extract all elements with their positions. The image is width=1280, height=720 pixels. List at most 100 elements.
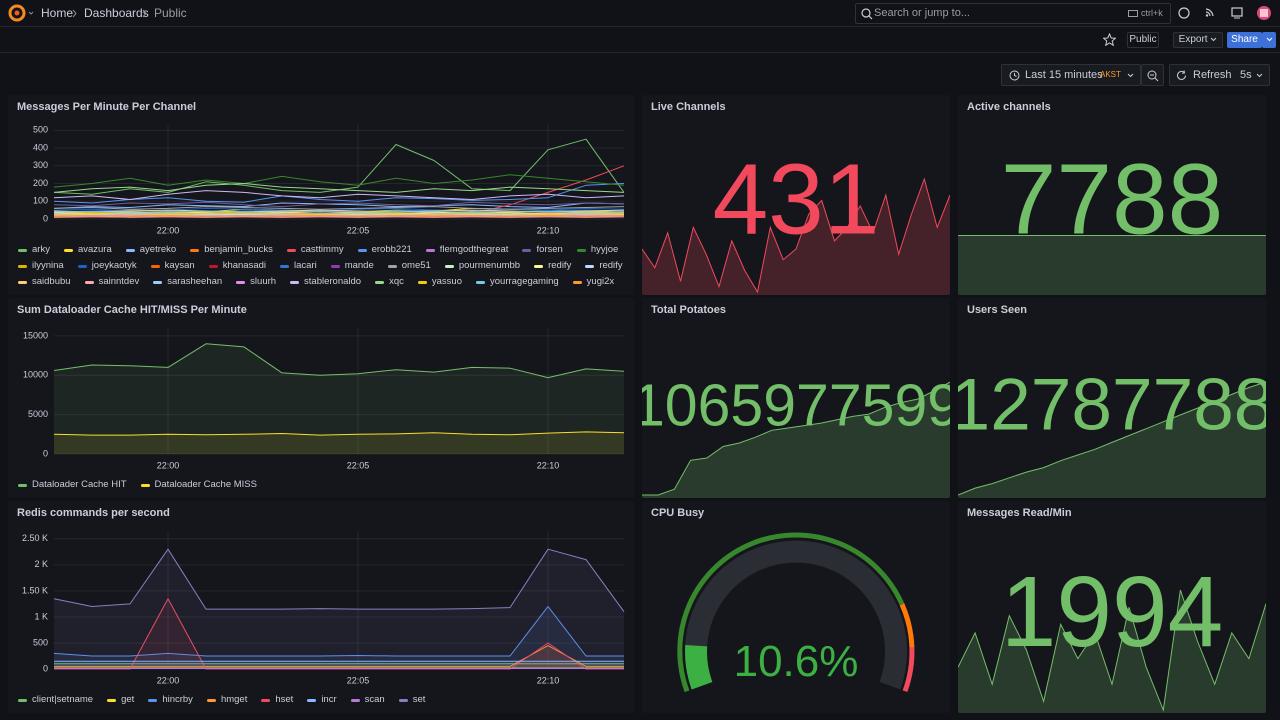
legend-item[interactable]: erobb221 [357, 243, 412, 257]
breadcrumb-dashboards[interactable]: Dashboards [84, 6, 149, 20]
legend-swatch [18, 280, 27, 284]
refresh-picker[interactable]: Refresh 5s [1169, 64, 1270, 86]
series-area [54, 606, 624, 669]
y-tick-label: 500 [33, 637, 48, 647]
y-tick-label: 2 K [34, 559, 48, 569]
legend-item[interactable]: get [107, 693, 134, 707]
legend-item[interactable]: avazura [63, 243, 112, 257]
legend-item[interactable]: hyyjoe [576, 243, 618, 257]
sparkline-area [958, 235, 1266, 295]
y-tick-label: 400 [33, 142, 48, 152]
legend-item[interactable]: pourmenumbb [444, 259, 521, 273]
legend-item[interactable]: Dataloader Cache MISS [140, 478, 257, 492]
legend-swatch [84, 280, 94, 284]
y-tick-label: 0 [43, 663, 48, 673]
legend-item[interactable]: xqc [375, 275, 404, 289]
x-tick-label: 22:00 [157, 675, 180, 685]
legend-item[interactable]: scan [350, 693, 385, 707]
legend-item[interactable]: benjamin_bucks [190, 243, 273, 257]
search-icon [861, 8, 873, 20]
series-line [53, 206, 625, 210]
export-label: Export [1178, 34, 1208, 45]
breadcrumb-home[interactable]: Home [41, 6, 74, 20]
legend-item[interactable]: mande [330, 259, 374, 273]
zoom-out-icon [1147, 70, 1159, 82]
star-icon[interactable] [1103, 33, 1116, 46]
dropdown-arrow [1256, 73, 1263, 78]
legend-swatch [150, 264, 160, 268]
legend-item[interactable]: sluurh [236, 275, 276, 289]
legend-item[interactable]: redify [585, 259, 623, 273]
legend-item[interactable]: ome51 [387, 259, 431, 273]
legend-item[interactable]: Dataloader Cache HIT [18, 478, 127, 492]
dashboard-toolbar: Public Export Share [0, 27, 1280, 53]
legend-item[interactable]: stableronaldo [290, 275, 361, 289]
time-picker[interactable]: Last 15 minutes AKST [1001, 64, 1141, 86]
legend-item[interactable]: yugi2x [572, 275, 614, 289]
legend-swatch [261, 698, 271, 702]
zoom-out-button[interactable] [1141, 64, 1164, 86]
legend-label: hmget [220, 694, 248, 705]
panel-title: Messages Per Minute Per Channel [17, 101, 196, 113]
legend-swatch [357, 248, 367, 252]
legend-item[interactable]: ilyynina [18, 259, 64, 273]
legend-label: sarasheehan [167, 276, 223, 287]
legend-label: arky [32, 244, 50, 255]
legend-item[interactable]: sarasheehan [153, 275, 222, 289]
export-button[interactable]: Export [1173, 32, 1223, 48]
y-tick-label: 1 K [34, 611, 48, 621]
legend-item[interactable]: saidbubu [18, 275, 71, 289]
legend-item[interactable]: hincrby [148, 693, 193, 707]
legend-label: ayetreko [139, 244, 177, 255]
panel-chart: 12787788 Users Seen [958, 304, 1266, 498]
search-placeholder: Search or jump to... [874, 7, 970, 19]
legend-item[interactable]: khanasadi [208, 259, 266, 273]
threshold-band [677, 532, 905, 693]
legend-item[interactable]: lacari [280, 259, 317, 273]
legend-label: yassuo [431, 276, 462, 287]
y-tick-label: 5000 [28, 409, 48, 419]
legend-item[interactable]: yourragegaming [476, 275, 559, 289]
legend-item[interactable]: joeykaotyk [77, 259, 137, 273]
legend-item[interactable]: hset [261, 693, 293, 707]
timezone: AKST [1100, 70, 1121, 79]
sparkline-line [642, 381, 950, 496]
legend-item[interactable]: forsen [522, 243, 563, 257]
legend-item[interactable]: casttimmy [286, 243, 344, 257]
legend-swatch [18, 698, 27, 702]
legend-item[interactable]: client|setname [18, 693, 93, 707]
legend-item[interactable]: sainntdev [84, 275, 139, 289]
search-box[interactable]: Search or jump to... ctrl+k [855, 3, 1171, 24]
panel: 1065977599 Total Potatoes [642, 298, 950, 498]
sparkline-line [642, 177, 950, 294]
legend-item[interactable]: flemgodthegreat [425, 243, 508, 257]
legend-swatch [350, 698, 360, 702]
sparkline-area [642, 179, 950, 295]
legend-item[interactable]: kaysan [150, 259, 195, 273]
legend-label: pourmenumbb [458, 260, 521, 271]
legend-swatch [425, 248, 435, 252]
share-menu-button[interactable] [1262, 32, 1276, 48]
legend-swatch [153, 280, 163, 284]
grafana-logo[interactable] [8, 4, 34, 22]
legend-swatch [417, 280, 427, 284]
gauge-track [685, 540, 907, 690]
y-tick-label: 15000 [23, 330, 48, 340]
header-icons[interactable] [1178, 6, 1278, 22]
legend-item[interactable]: hmget [206, 693, 248, 707]
legend-item[interactable]: set [398, 693, 425, 707]
gauge-value [685, 645, 713, 690]
share-button[interactable]: Share [1227, 32, 1262, 48]
breadcrumb-separator [142, 9, 147, 18]
legend-label: yourragegaming [490, 276, 559, 287]
legend-item[interactable]: arky [18, 243, 50, 257]
legend-label: redify [599, 260, 623, 271]
legend-label: avazura [77, 244, 112, 255]
legend-item[interactable]: redify [534, 259, 571, 273]
legend-label: benjamin_bucks [204, 244, 273, 255]
legend-item[interactable]: incr [307, 693, 337, 707]
legend-item[interactable]: ayetreko [125, 243, 177, 257]
legend-label: redify [548, 260, 572, 271]
legend-item[interactable]: yassuo [417, 275, 462, 289]
